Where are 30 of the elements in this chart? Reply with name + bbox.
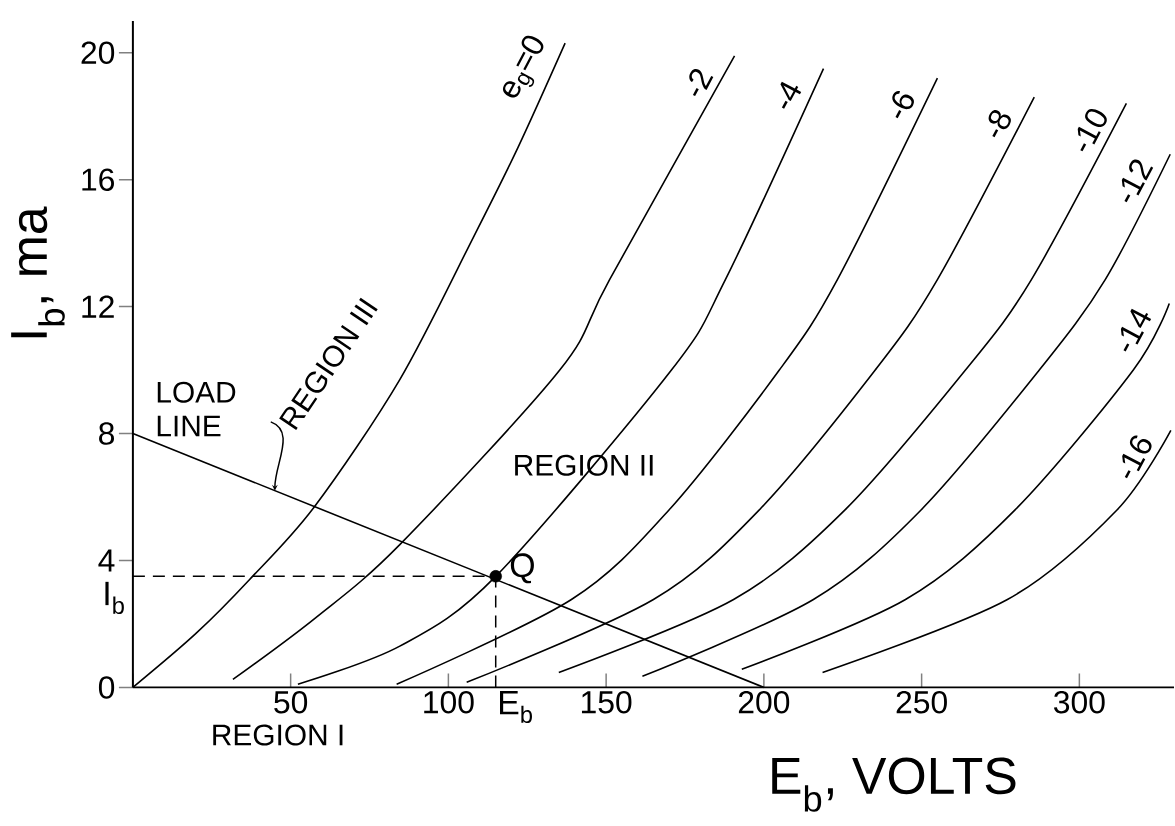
text: e$_{g}$=0 <box>502 35 544 98</box>
y-tick-label: 8 <box>99 422 115 445</box>
text: -6 <box>892 90 914 118</box>
text: -2 <box>689 68 714 96</box>
x-tick-label: 150 <box>581 690 632 714</box>
ref-line-label: E$_{b}$ <box>500 690 532 723</box>
x-tick-label: 200 <box>738 690 790 714</box>
x-axis-title: E$_{b}$, VOLTS <box>772 757 1016 812</box>
y-tick-label: 4 <box>98 549 115 572</box>
line-series <box>740 302 1171 670</box>
text: REGION I <box>213 724 343 746</box>
text: -12 <box>1121 159 1154 203</box>
annotation: Q <box>510 553 534 584</box>
text: -16 <box>1122 435 1152 479</box>
text: -10 <box>1077 108 1107 152</box>
ref-line-label: I$_{b}$ <box>105 581 124 614</box>
y-tick-label: 12 <box>82 295 114 318</box>
y-tick-label: 16 <box>82 168 114 191</box>
line-series <box>821 429 1172 674</box>
annotation: LOAD LINE <box>157 381 236 437</box>
x-tick-label: 50 <box>274 690 308 714</box>
x-tick-label: 300 <box>1054 690 1105 714</box>
y-axis-title: I$_{b}$, ma <box>11 206 65 338</box>
text: -4 <box>780 81 802 109</box>
text: -8 <box>988 109 1011 138</box>
y-tick-label: 0 <box>98 676 115 699</box>
x-tick-label: 250 <box>896 690 947 714</box>
text: -14 <box>1120 308 1152 352</box>
y-tick-label: 20 <box>81 41 115 64</box>
x-tick-label: 100 <box>424 690 474 714</box>
